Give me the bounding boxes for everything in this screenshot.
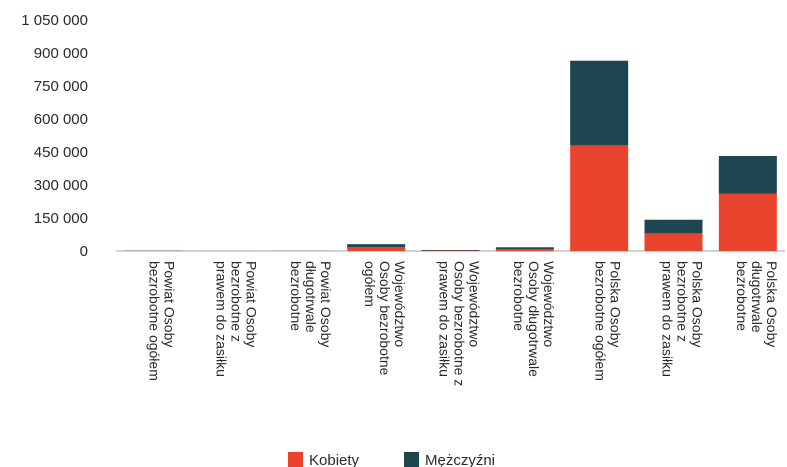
bar-segment-mezczyzni xyxy=(347,244,406,248)
svg-text:Polska Osobydługotrwalebezrobo: Polska Osobydługotrwalebezrobotne xyxy=(734,261,780,347)
svg-text:WojewództwoOsoby bezrobotneogó: WojewództwoOsoby bezrobotneogółem xyxy=(362,261,408,376)
y-tick-label: 450 000 xyxy=(34,144,88,161)
x-category-label: Polska Osobydługotrwalebezrobotne xyxy=(734,261,780,347)
x-category-label: Powiat Osobybezrobotne zprawem do zasiłk… xyxy=(214,261,260,377)
bar-segment-mezczyzni xyxy=(644,219,703,234)
y-tick-label: 900 000 xyxy=(34,45,88,62)
x-category-label: WojewództwoOsoby długotrwalebezrobotne xyxy=(511,261,557,377)
bar-segment-mezczyzni xyxy=(570,60,629,146)
x-category-label: WojewództwoOsoby bezrobotneogółem xyxy=(362,261,408,376)
x-category-label: Polska Osobybezrobotne zprawem do zasiłk… xyxy=(660,261,706,377)
y-tick-label: 750 000 xyxy=(34,78,88,95)
svg-text:WojewództwoOsoby bezrobotne zp: WojewództwoOsoby bezrobotne zprawem do z… xyxy=(437,261,483,386)
svg-text:Powiat Osobydługotrwalebezrobo: Powiat Osobydługotrwalebezrobotne xyxy=(288,261,334,347)
x-category-label: WojewództwoOsoby bezrobotne zprawem do z… xyxy=(437,261,483,386)
y-tick-label: 300 000 xyxy=(34,177,88,194)
x-category-label: Polska Osobybezrobotne ogółem xyxy=(593,261,624,381)
svg-text:Polska Osobybezrobotne ogółem: Polska Osobybezrobotne ogółem xyxy=(593,261,624,381)
bar-segment-kobiety xyxy=(570,145,629,251)
y-tick-label: 0 xyxy=(80,243,88,260)
y-tick-label: 1 050 000 xyxy=(21,12,88,29)
bar-segment-kobiety xyxy=(495,249,554,251)
bar-segment-mezczyzni xyxy=(718,155,777,194)
x-category-label: Powiat Osobydługotrwalebezrobotne xyxy=(288,261,334,347)
svg-text:Polska Osobybezrobotne zprawem: Polska Osobybezrobotne zprawem do zasiłk… xyxy=(660,261,706,377)
legend-swatch-kobiety xyxy=(288,452,303,467)
svg-text:WojewództwoOsoby długotrwalebe: WojewództwoOsoby długotrwalebezrobotne xyxy=(511,261,557,377)
bar-segment-kobiety xyxy=(644,233,703,251)
y-tick-label: 150 000 xyxy=(34,210,88,227)
svg-text:Powiat Osobybezrobotne ogółem: Powiat Osobybezrobotne ogółem xyxy=(147,261,178,381)
y-tick-label: 600 000 xyxy=(34,111,88,128)
svg-text:Powiat Osobybezrobotne zprawem: Powiat Osobybezrobotne zprawem do zasiłk… xyxy=(214,261,260,377)
bar-segment-mezczyzni xyxy=(495,247,554,250)
legend-label-mezczyzni: Mężczyźni xyxy=(425,452,495,467)
x-category-label: Powiat Osobybezrobotne ogółem xyxy=(147,261,178,381)
bar-segment-mezczyzni xyxy=(421,250,480,251)
legend-swatch-mezczyzni xyxy=(404,452,419,467)
bar-segment-kobiety xyxy=(718,193,777,251)
bar-segment-kobiety xyxy=(347,247,406,251)
legend-label-kobiety: Kobiety xyxy=(309,452,360,467)
